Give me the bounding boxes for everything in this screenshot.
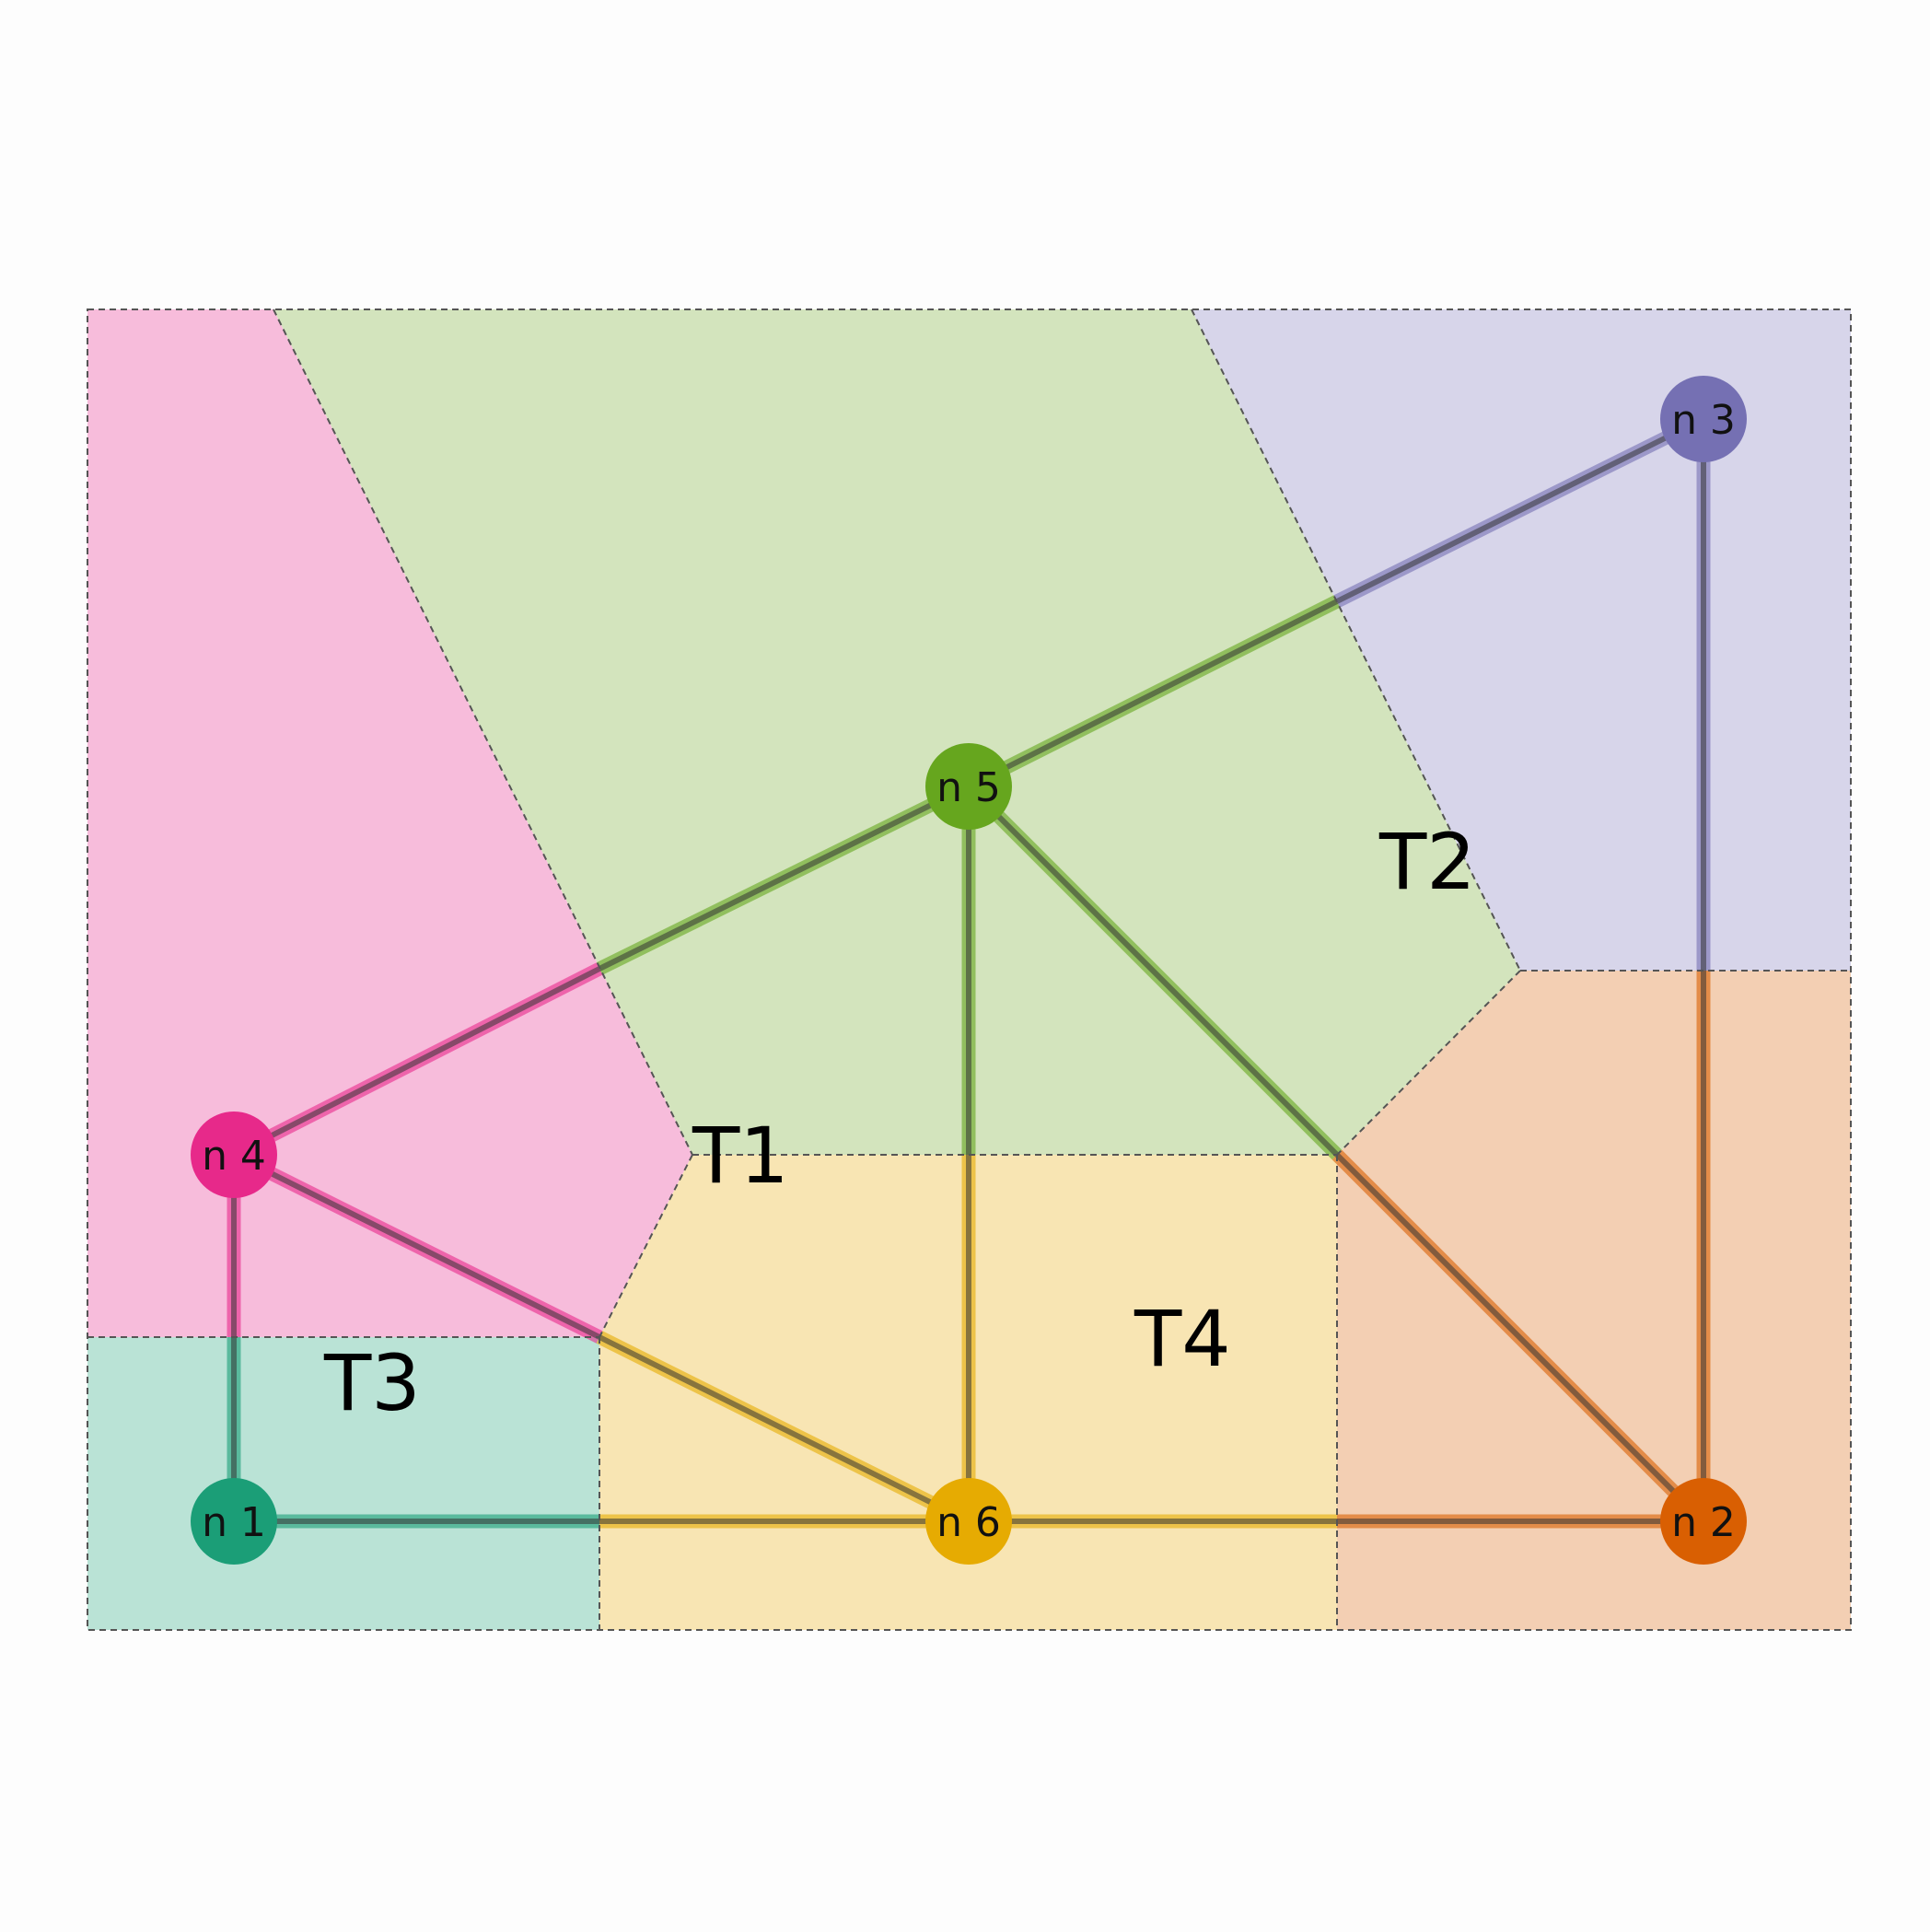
node-label: n 4: [202, 1133, 266, 1180]
cell-borders: [87, 308, 1852, 1631]
node-label: n 1: [202, 1499, 266, 1546]
node-label: n 3: [1671, 397, 1736, 444]
edges-layer: [227, 413, 1711, 1529]
node-n3[interactable]: n 3: [1660, 376, 1747, 462]
region-green: [273, 309, 1520, 1155]
region-purple: [1192, 309, 1851, 971]
region-label-t4: T4: [1134, 1294, 1231, 1384]
edge-n4-n6: [230, 1148, 972, 1528]
region-label-t3: T3: [323, 1338, 421, 1428]
region-label-t2: T2: [1378, 817, 1476, 907]
node-label: n 2: [1671, 1499, 1736, 1546]
node-label: n 6: [936, 1499, 1001, 1546]
edge-n4-n5: [230, 780, 972, 1161]
node-n6[interactable]: n 6: [925, 1478, 1012, 1565]
node-n1[interactable]: n 1: [191, 1478, 277, 1565]
node-n5[interactable]: n 5: [925, 743, 1012, 830]
region-orange: [1337, 971, 1851, 1630]
edge-n5-n3: [965, 413, 1707, 793]
node-label: n 5: [936, 764, 1001, 811]
node-n4[interactable]: n 4: [191, 1111, 277, 1198]
region-labels: T1 T2 T3 T4: [323, 817, 1476, 1428]
node-n2[interactable]: n 2: [1660, 1478, 1747, 1565]
region-pink: [87, 309, 692, 1337]
edge-n5-n2: [963, 781, 1709, 1527]
nodes-layer: n 1 n 2 n 3 n 4 n 5 n 6: [191, 376, 1747, 1565]
region-label-t1: T1: [692, 1111, 789, 1201]
